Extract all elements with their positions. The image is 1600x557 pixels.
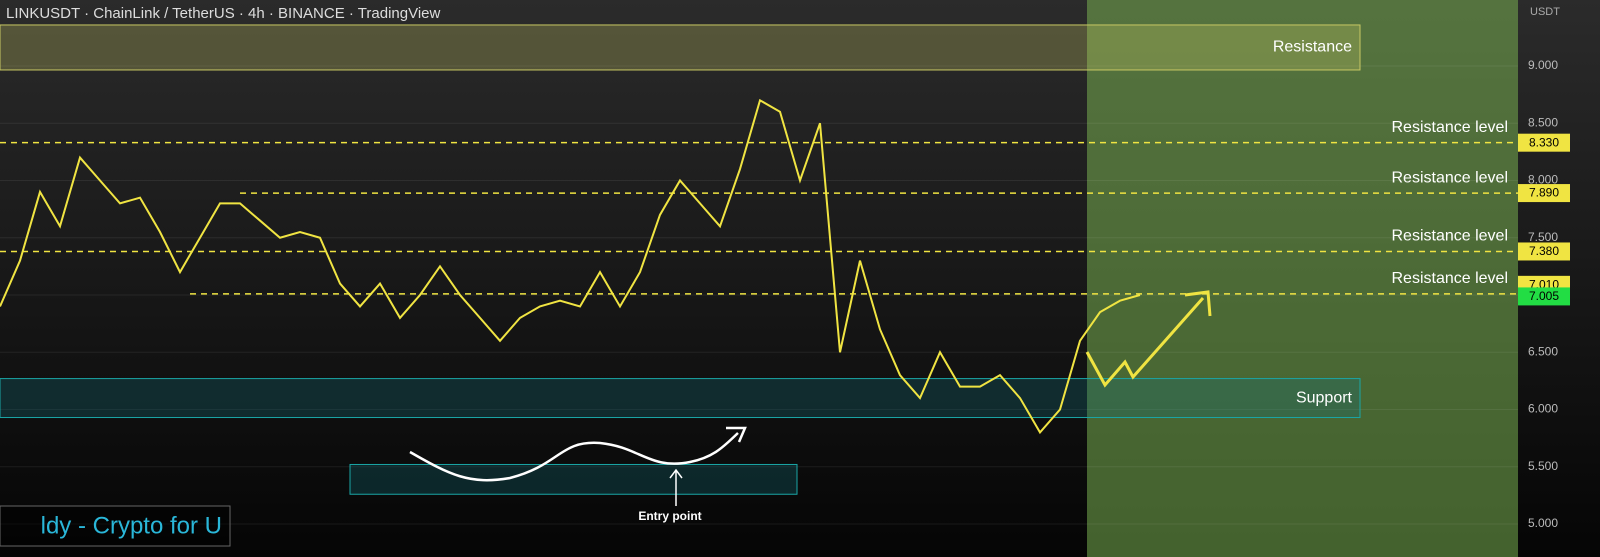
y-tick-label: 7.500 (1528, 230, 1558, 244)
wave-arrow (409, 432, 739, 482)
price-tag-label: 8.330 (1529, 135, 1559, 149)
watermark: ldy - Crypto for U (41, 512, 222, 539)
price-line (0, 98, 1141, 435)
level-text: Resistance level (1392, 119, 1509, 136)
entry-arrow (669, 468, 683, 506)
level-text: Resistance level (1392, 169, 1509, 186)
price-tag-label: 7.380 (1529, 244, 1559, 258)
current-price-label: 7.005 (1529, 289, 1559, 303)
price-tag-label: 7.890 (1529, 186, 1559, 200)
y-tick-label: 5.500 (1528, 459, 1558, 473)
zone (349, 463, 798, 495)
y-tick-label: 8.000 (1528, 173, 1558, 187)
y-tick-label: 6.500 (1528, 344, 1558, 358)
y-tick-label: 5.000 (1528, 516, 1558, 530)
watermark-box (0, 505, 231, 547)
level-text: Resistance level (1392, 270, 1509, 287)
price-tag (1518, 184, 1570, 203)
projection-area (1087, 0, 1518, 557)
chart-title: LINKUSDT · ChainLink / TetherUS · 4h · B… (6, 5, 441, 22)
level-text: Resistance level (1392, 228, 1509, 245)
projection-head (1184, 290, 1212, 317)
current-price-tag (1518, 287, 1570, 306)
y-tick-label: 6.000 (1528, 402, 1558, 416)
zone (0, 378, 1361, 419)
price-tag (1518, 242, 1570, 261)
zone-label: Support (1296, 389, 1353, 406)
axis-unit: USDT (1530, 6, 1560, 18)
arrow-head (726, 426, 747, 443)
zone-label: Resistance (1273, 39, 1352, 56)
zone-label: Entry point (638, 509, 701, 523)
y-tick-label: 8.500 (1528, 115, 1558, 129)
y-tick-label: 9.000 (1528, 58, 1558, 72)
zone (0, 24, 1361, 71)
price-tag (1518, 133, 1570, 152)
projection-path (1085, 297, 1205, 388)
